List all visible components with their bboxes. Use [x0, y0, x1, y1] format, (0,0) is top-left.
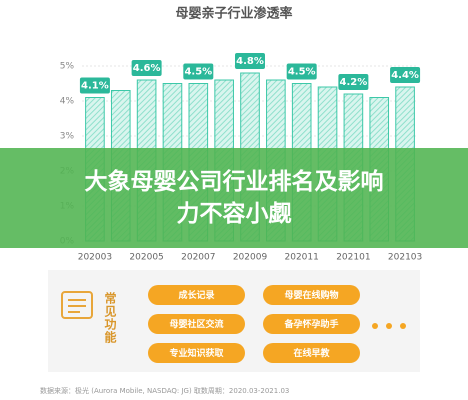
value-label: 4.5% — [184, 67, 212, 78]
x-tick-label: 202007 — [181, 253, 215, 263]
feature-heading: 常见功能 — [103, 292, 117, 344]
feature-button — [263, 314, 360, 334]
x-tick-label: 202005 — [129, 253, 163, 263]
y-tick-label: 4% — [60, 97, 75, 107]
value-label: 4.5% — [288, 67, 316, 78]
chart-title: 母婴亲子行业渗透率 — [175, 6, 292, 22]
feature-button — [263, 343, 360, 363]
feature-button — [148, 343, 245, 363]
value-label-box — [79, 77, 110, 94]
value-label-box — [286, 63, 317, 80]
feature-button — [148, 314, 245, 334]
x-tick-label: 202011 — [285, 253, 319, 263]
banner: 大象母婴公司行业排名及影响力不容小觑 — [0, 148, 468, 248]
x-tick-label: 202003 — [78, 253, 112, 263]
feature-label: 专业知识获取 — [169, 347, 224, 359]
y-tick-label: 5% — [60, 62, 75, 72]
value-label: 4.8% — [236, 56, 264, 67]
feature-label: 备孕怀孕助手 — [283, 318, 338, 330]
source: 数据来源：极光 (Aurora Mobile, NASDAQ: JG) 取数周期… — [40, 386, 289, 395]
x-tick-label: 202101 — [336, 253, 370, 263]
feature-icon — [61, 291, 93, 319]
feature-button — [148, 285, 245, 305]
feature-label: 母婴在线购物 — [284, 289, 338, 301]
y-tick-label: 3% — [60, 132, 75, 142]
feature-label: 在线早教 — [293, 347, 330, 359]
value-label-box — [131, 60, 162, 76]
value-label-box — [338, 74, 369, 90]
value-label-box — [235, 53, 265, 69]
x-tick-label: 202009 — [233, 253, 268, 263]
value-label-box — [390, 67, 421, 83]
value-label-box — [183, 63, 214, 80]
value-label: 4.6% — [133, 63, 161, 74]
feature-label: 成长记录 — [178, 289, 214, 301]
feature-label: 母婴社区交流 — [169, 318, 223, 330]
x-tick-label: 202103 — [388, 253, 422, 263]
value-label: 4.4% — [391, 70, 419, 81]
value-label: 4.1% — [81, 81, 109, 92]
more-dots — [372, 323, 406, 329]
value-label: 4.2% — [340, 77, 368, 88]
banner-text: 大象母婴公司行业排名及影响力不容小觑 — [84, 169, 384, 227]
feature-button — [263, 285, 360, 305]
